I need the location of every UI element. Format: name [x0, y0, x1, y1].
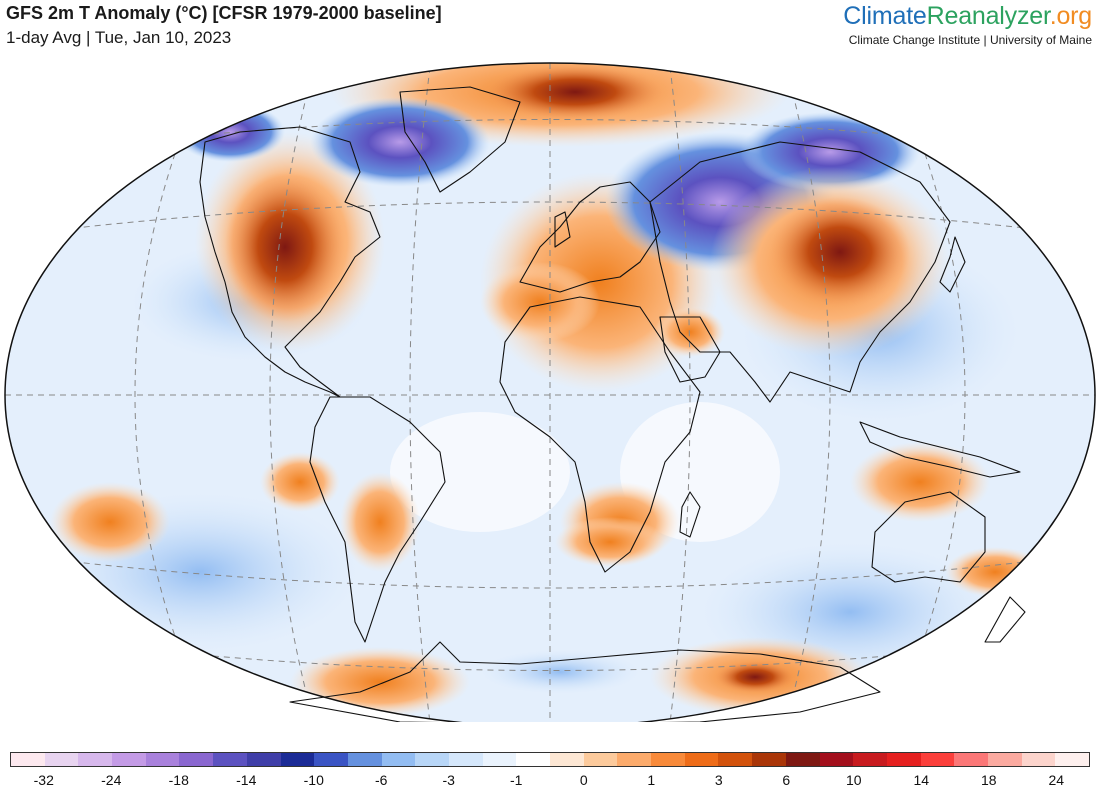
coast-australia: [871, 491, 986, 583]
colorbar-tick-label: -24: [101, 772, 122, 788]
colorbar-swatch: [785, 753, 820, 766]
colorbar-swatch: [482, 753, 517, 766]
coast-antarctica: [289, 641, 881, 722]
colorbar-tick-label: 18: [980, 772, 997, 788]
colorbar-swatch: [179, 753, 214, 766]
colorbar-tick-label: -32: [33, 772, 54, 788]
globe-outline: [4, 62, 1096, 722]
colorbar-swatch: [583, 753, 618, 766]
colorbar-swatch: [347, 753, 382, 766]
colorbar-swatch: [987, 753, 1022, 766]
colorbar-swatch: [1021, 753, 1056, 766]
colorbar-swatch: [145, 753, 180, 766]
colorbar-tick-label: 24: [1048, 772, 1065, 788]
coast-north-america: [199, 126, 381, 398]
colorbar-tick-label: -3: [442, 772, 455, 788]
map-subtitle: 1-day Avg | Tue, Jan 10, 2023: [6, 28, 232, 47]
colorbar-tick-label: 10: [845, 772, 862, 788]
colorbar-tick-label: -6: [375, 772, 388, 788]
colorbar-tick-label: 6: [782, 772, 791, 788]
colorbar-tick-label: 1: [647, 772, 656, 788]
colorbar-swatch: [246, 753, 281, 766]
colorbar-tick-label: -14: [236, 772, 257, 788]
colorbar-swatch: [314, 753, 348, 766]
colorbar-swatch: [448, 753, 483, 766]
credit-line: Climate Change Institute | University of…: [848, 33, 1092, 47]
colorbar-swatch: [752, 753, 786, 766]
coast-south-america: [309, 396, 446, 643]
colorbar-swatch: [11, 753, 45, 766]
graticule: [5, 63, 1095, 722]
colorbar: [10, 752, 1090, 767]
colorbar-swatch: [853, 753, 887, 766]
colorbar-swatch: [954, 753, 988, 766]
colorbar-swatch: [1055, 753, 1089, 766]
coast-greenland: [399, 86, 521, 193]
colorbar-swatch: [280, 753, 315, 766]
colorbar-swatch: [381, 753, 416, 766]
colorbar-swatch: [886, 753, 921, 766]
colorbar-swatch: [819, 753, 854, 766]
colorbar-swatch: [213, 753, 247, 766]
colorbar-tick-label: 14: [913, 772, 930, 788]
colorbar-swatch: [78, 753, 113, 766]
climate-reanalyzer-logo[interactable]: ClimateReanalyzer.org: [843, 2, 1092, 31]
colorbar-swatch: [516, 753, 550, 766]
colorbar-swatch: [550, 753, 584, 766]
colorbar-swatch: [651, 753, 685, 766]
colorbar-swatch: [112, 753, 146, 766]
colorbar-tick-label: -10: [303, 772, 324, 788]
world-anomaly-map: [4, 62, 1096, 722]
logo-part-org: .org: [1049, 2, 1092, 30]
coast-africa: [499, 296, 701, 573]
colorbar-tick-labels: -32-24-18-14-10-6-3-101361014182432: [0, 772, 1100, 790]
coast-new-zealand: [984, 596, 1026, 643]
colorbar-swatch: [684, 753, 719, 766]
colorbar-swatch: [617, 753, 652, 766]
coast-asia: [649, 141, 951, 403]
colorbar-swatch: [920, 753, 955, 766]
coast-arabia: [659, 316, 721, 383]
coast-indonesia: [859, 421, 1021, 478]
colorbar-tick-label: -1: [510, 772, 523, 788]
logo-part-reanalyzer: Reanalyzer: [926, 2, 1050, 30]
colorbar-tick-label: 0: [579, 772, 588, 788]
colorbar-swatch: [718, 753, 753, 766]
coast-japan: [939, 236, 966, 293]
logo-part-climate: Climate: [843, 2, 927, 30]
colorbar-tick-label: -18: [168, 772, 189, 788]
map-title: GFS 2m T Anomaly (°C) [CFSR 1979-2000 ba…: [6, 3, 442, 23]
colorbar-swatch: [44, 753, 79, 766]
colorbar-swatch: [415, 753, 449, 766]
coast-uk: [554, 211, 571, 248]
colorbar-tick-label: 3: [714, 772, 723, 788]
coast-madagascar: [679, 491, 701, 538]
coastlines: [199, 86, 1026, 722]
